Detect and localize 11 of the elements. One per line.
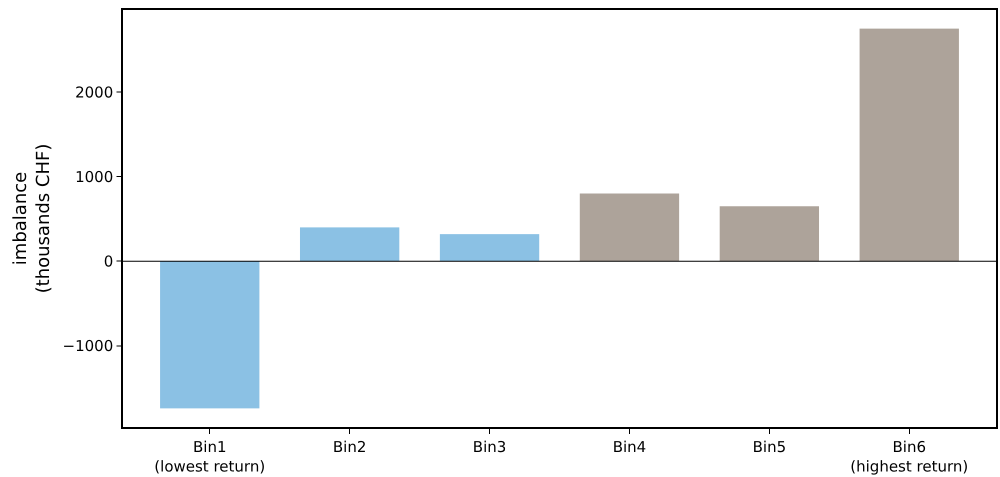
x-tick-label: Bin4 <box>612 438 646 456</box>
y-tick-label: 1000 <box>75 168 114 186</box>
y-axis-title: imbalance (thousands CHF) <box>10 144 54 294</box>
x-tick-label: Bin6 (highest return) <box>850 438 968 476</box>
x-tick-label: Bin3 <box>472 438 506 456</box>
y-tick-label: −1000 <box>62 337 114 356</box>
y-tick-label: 0 <box>104 252 114 270</box>
y-tick-label: 2000 <box>75 83 114 102</box>
x-tick-label: Bin5 <box>752 438 786 456</box>
x-tick-label: Bin2 <box>332 438 366 456</box>
x-tick-label: Bin1 (lowest return) <box>154 438 266 476</box>
